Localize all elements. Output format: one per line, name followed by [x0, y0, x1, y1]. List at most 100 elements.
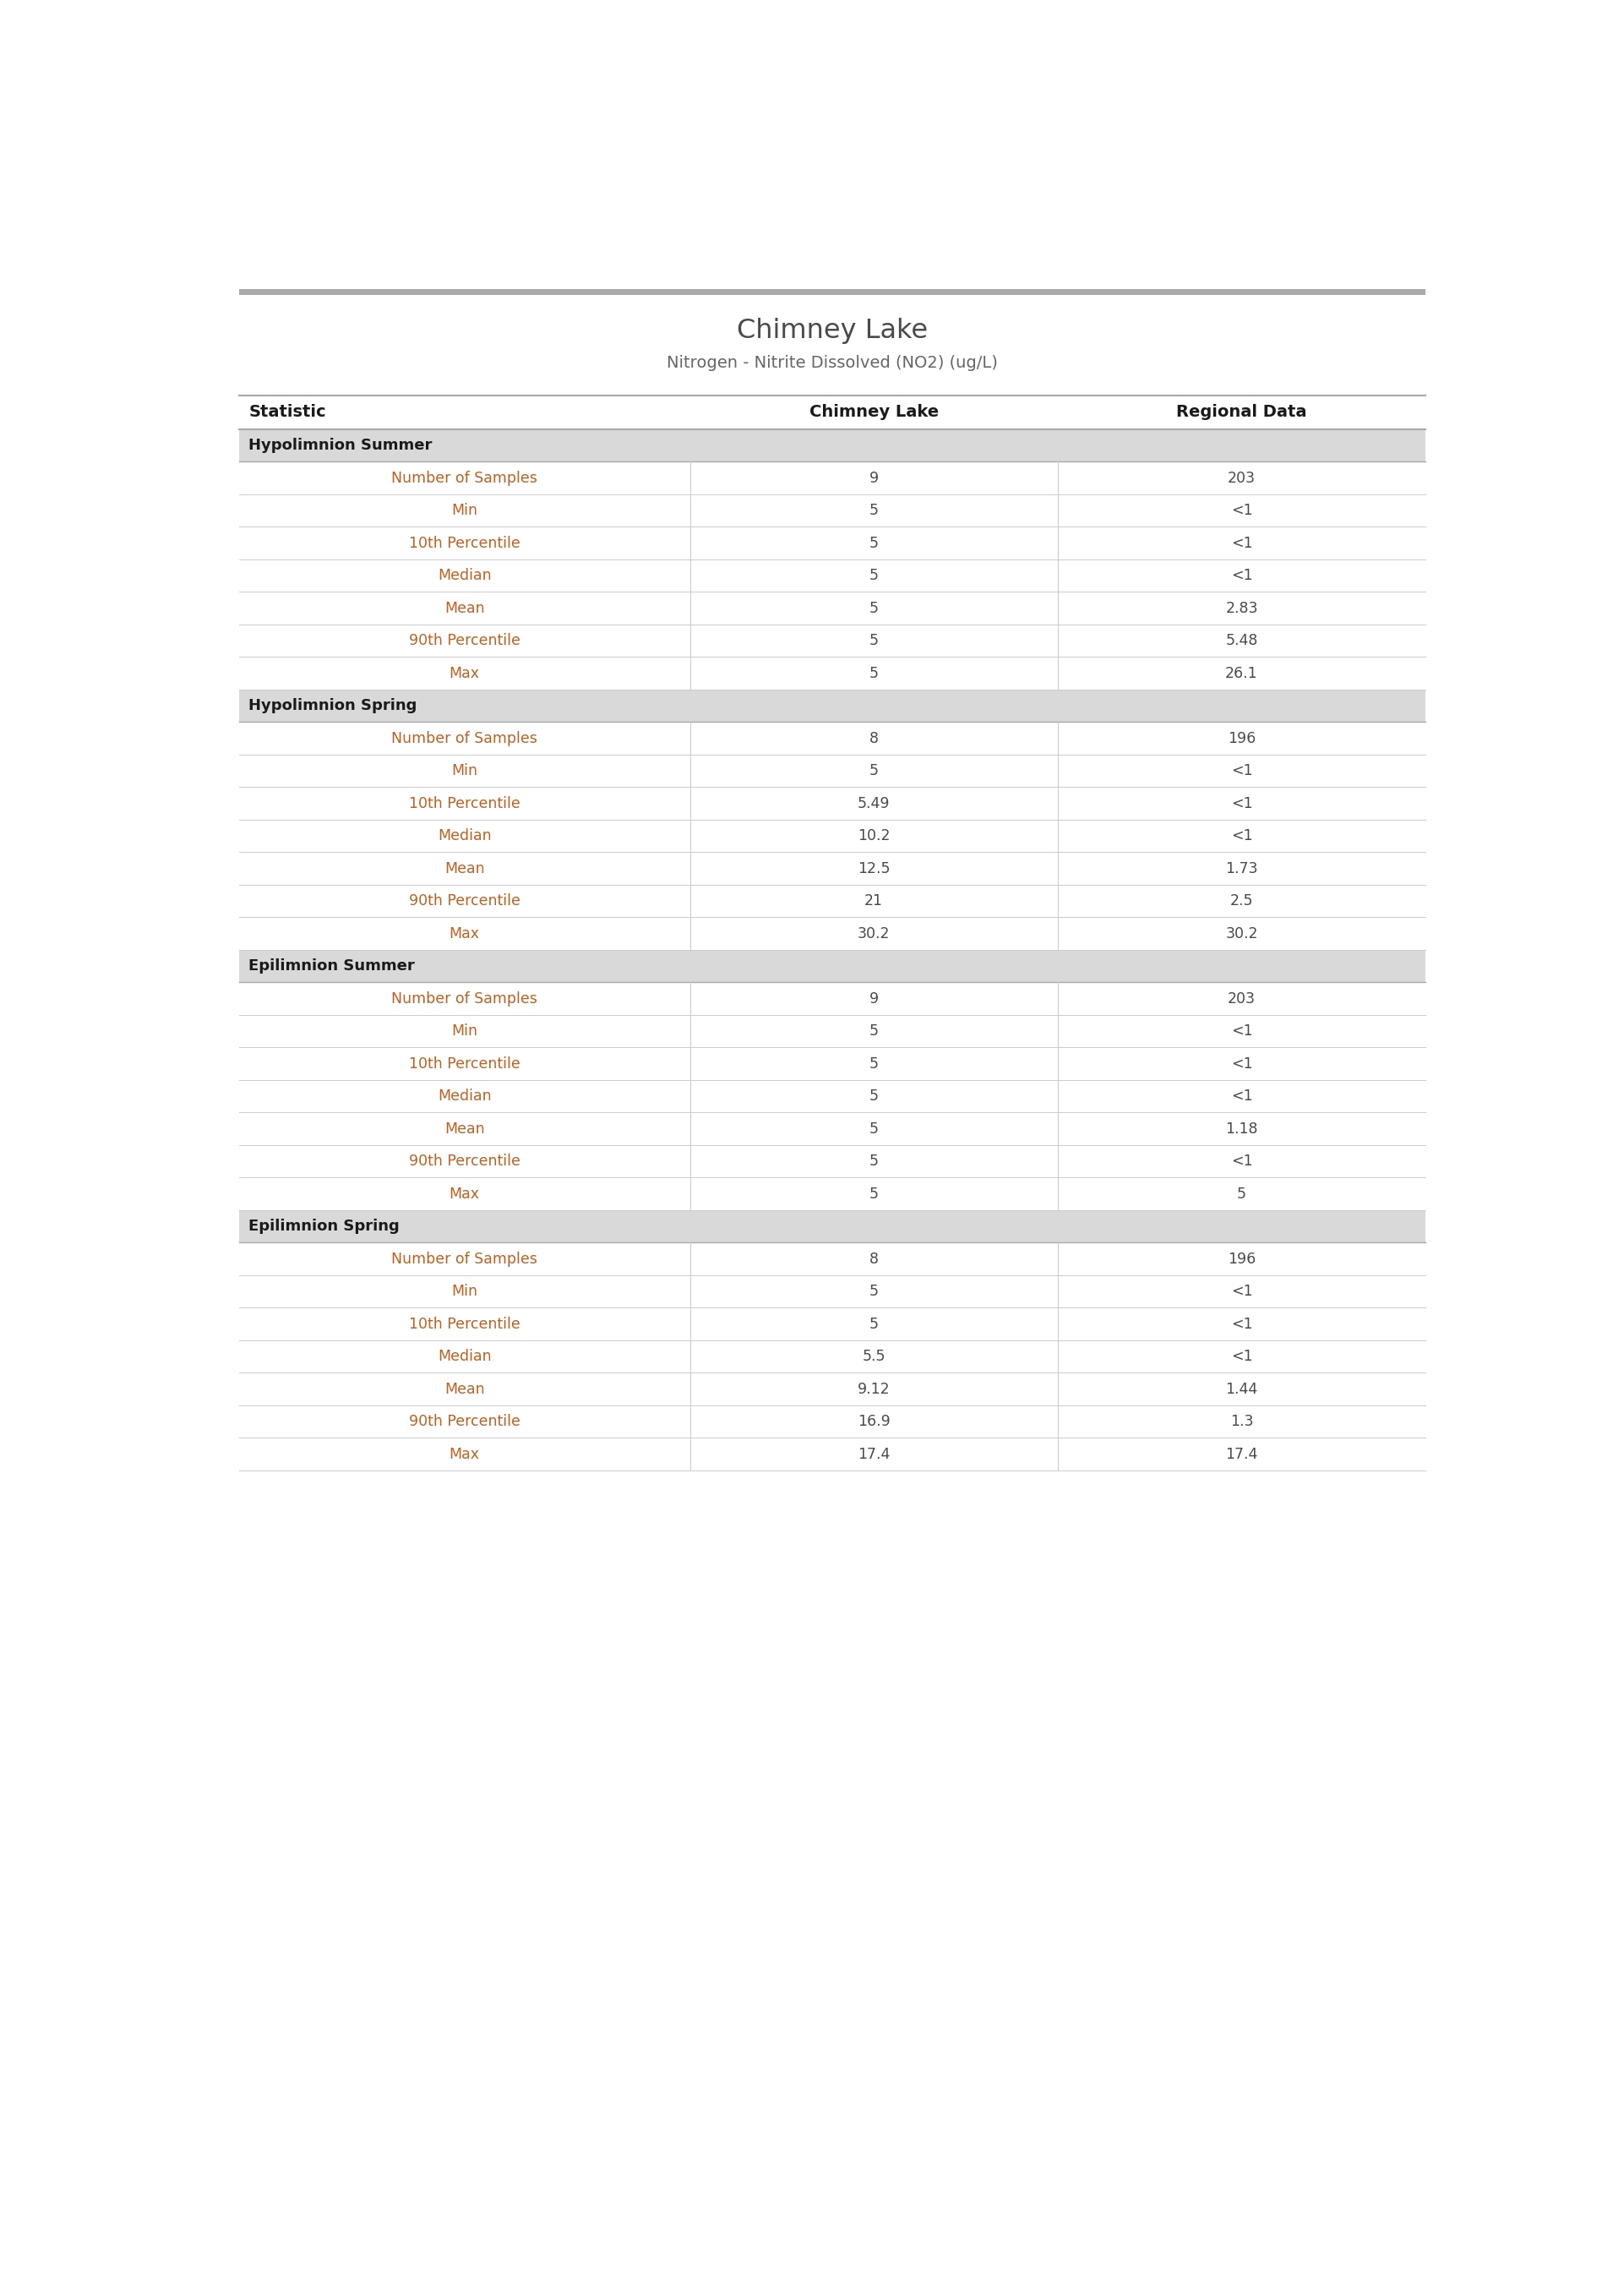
Text: Min: Min: [451, 1285, 477, 1298]
Text: 30.2: 30.2: [857, 926, 890, 942]
Text: <1: <1: [1231, 568, 1252, 583]
Text: 196: 196: [1228, 1251, 1255, 1267]
Bar: [239, 1242, 1426, 1276]
Text: Mean: Mean: [445, 1382, 484, 1396]
Bar: [239, 885, 1426, 917]
Bar: [239, 1437, 1426, 1471]
Text: 5: 5: [869, 665, 879, 681]
Text: 17.4: 17.4: [1226, 1446, 1259, 1462]
Text: 2.83: 2.83: [1226, 602, 1259, 615]
Text: Median: Median: [437, 1090, 492, 1103]
Bar: [239, 1339, 1426, 1373]
Bar: [239, 429, 1426, 461]
Text: 5: 5: [869, 633, 879, 649]
Text: Median: Median: [437, 829, 492, 844]
Text: Hypolimnion Summer: Hypolimnion Summer: [248, 438, 432, 454]
Text: 5: 5: [869, 568, 879, 583]
Bar: [239, 917, 1426, 949]
Text: 9: 9: [869, 992, 879, 1006]
Text: Regional Data: Regional Data: [1176, 404, 1307, 420]
Text: 10th Percentile: 10th Percentile: [409, 797, 520, 810]
Bar: [239, 1276, 1426, 1308]
Text: Chimney Lake: Chimney Lake: [737, 318, 927, 345]
Bar: [239, 983, 1426, 1015]
Text: 5.5: 5.5: [862, 1348, 885, 1364]
Bar: [239, 1112, 1426, 1144]
Bar: [239, 527, 1426, 558]
Text: Min: Min: [451, 504, 477, 518]
Text: 5: 5: [869, 1187, 879, 1201]
Text: <1: <1: [1231, 536, 1252, 552]
Text: 2.5: 2.5: [1229, 894, 1254, 908]
Text: Number of Samples: Number of Samples: [391, 731, 538, 747]
Bar: [239, 461, 1426, 495]
Text: 90th Percentile: 90th Percentile: [409, 894, 520, 908]
Text: 10.2: 10.2: [857, 829, 890, 844]
Text: 5: 5: [869, 1153, 879, 1169]
Bar: [239, 1046, 1426, 1081]
Text: Number of Samples: Number of Samples: [391, 470, 538, 486]
Text: 30.2: 30.2: [1226, 926, 1259, 942]
Text: 5: 5: [869, 504, 879, 518]
Text: Min: Min: [451, 1024, 477, 1040]
Text: Min: Min: [451, 763, 477, 779]
Text: 196: 196: [1228, 731, 1255, 747]
Text: <1: <1: [1231, 1317, 1252, 1332]
Text: 10th Percentile: 10th Percentile: [409, 1317, 520, 1332]
Text: Epilimnion Spring: Epilimnion Spring: [248, 1219, 400, 1235]
Bar: [239, 395, 1426, 429]
Text: 9: 9: [869, 470, 879, 486]
Text: <1: <1: [1231, 1285, 1252, 1298]
Text: 5: 5: [869, 1285, 879, 1298]
Bar: [239, 1015, 1426, 1046]
Text: 16.9: 16.9: [857, 1414, 890, 1430]
Text: <1: <1: [1231, 504, 1252, 518]
Bar: [239, 788, 1426, 819]
Text: Median: Median: [437, 568, 492, 583]
Text: 5: 5: [869, 536, 879, 552]
Text: 9.12: 9.12: [857, 1382, 890, 1396]
Text: <1: <1: [1231, 1090, 1252, 1103]
Text: Epilimnion Summer: Epilimnion Summer: [248, 958, 416, 974]
Text: Max: Max: [450, 1187, 479, 1201]
Text: 90th Percentile: 90th Percentile: [409, 1153, 520, 1169]
Text: 1.3: 1.3: [1229, 1414, 1254, 1430]
Text: Chimney Lake: Chimney Lake: [809, 404, 939, 420]
Text: 1.18: 1.18: [1226, 1121, 1259, 1137]
Text: 5: 5: [869, 1056, 879, 1071]
Text: <1: <1: [1231, 1056, 1252, 1071]
Bar: [239, 1178, 1426, 1210]
Text: Mean: Mean: [445, 1121, 484, 1137]
Bar: [239, 624, 1426, 656]
Text: Nitrogen - Nitrite Dissolved (NO2) (ug/L): Nitrogen - Nitrite Dissolved (NO2) (ug/L…: [667, 354, 997, 370]
Text: 21: 21: [864, 894, 883, 908]
Text: Number of Samples: Number of Samples: [391, 992, 538, 1006]
Text: <1: <1: [1231, 797, 1252, 810]
Bar: [239, 656, 1426, 690]
Text: 90th Percentile: 90th Percentile: [409, 633, 520, 649]
Bar: [239, 851, 1426, 885]
Text: Max: Max: [450, 1446, 479, 1462]
Text: 90th Percentile: 90th Percentile: [409, 1414, 520, 1430]
Bar: [239, 592, 1426, 624]
Text: 5: 5: [869, 1090, 879, 1103]
Text: 10th Percentile: 10th Percentile: [409, 1056, 520, 1071]
Bar: [239, 949, 1426, 983]
Bar: [239, 1210, 1426, 1242]
Text: Mean: Mean: [445, 860, 484, 876]
Bar: [239, 1081, 1426, 1112]
Bar: [239, 754, 1426, 788]
Text: 8: 8: [869, 1251, 879, 1267]
Text: Number of Samples: Number of Samples: [391, 1251, 538, 1267]
Text: <1: <1: [1231, 1153, 1252, 1169]
Text: 5: 5: [869, 1317, 879, 1332]
Text: 5.48: 5.48: [1226, 633, 1259, 649]
Bar: [239, 288, 1426, 295]
Text: <1: <1: [1231, 1024, 1252, 1040]
Text: 17.4: 17.4: [857, 1446, 890, 1462]
Bar: [239, 495, 1426, 527]
Text: 26.1: 26.1: [1226, 665, 1259, 681]
Text: Hypolimnion Spring: Hypolimnion Spring: [248, 699, 417, 713]
Text: Mean: Mean: [445, 602, 484, 615]
Text: 5: 5: [869, 1121, 879, 1137]
